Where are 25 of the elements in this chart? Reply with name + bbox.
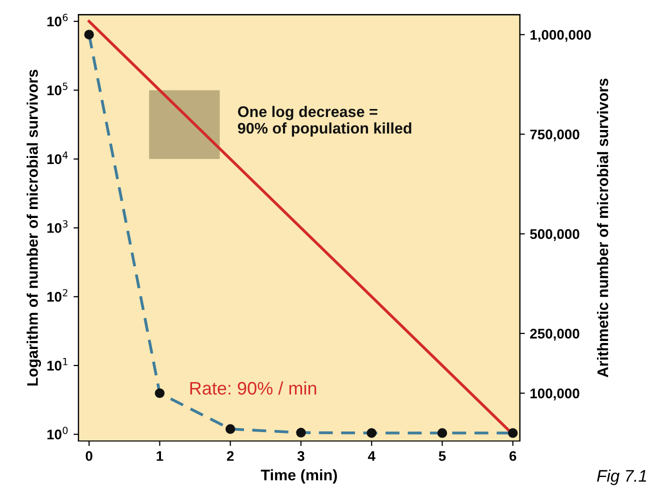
y2-tick-label: 100,000 — [530, 388, 580, 400]
y-tick-label: 10$^{0}$ — [47, 426, 68, 440]
y-tick-label: 10$^{2}$ — [47, 289, 68, 302]
y-tick-label: 10$^{1}$ — [47, 358, 68, 371]
x-tick-label: 1 — [156, 451, 164, 461]
y-tick-label: 10$^{4}$ — [47, 152, 68, 164]
x-tick-label: 6 — [510, 451, 516, 461]
y-tick-label: 10$^{3}$ — [47, 220, 68, 233]
y2-tick-label: 250,000 — [530, 328, 580, 341]
x-axis-title: Time (min) — [260, 469, 337, 484]
annotation: One log decrease = 90% of population killed — [238, 106, 412, 137]
y2-tick-label: 750,000 — [530, 130, 580, 142]
annotation: Rate: 90% / min — [190, 381, 316, 395]
caption: Fig 7.1 — [597, 470, 646, 486]
y2-axis-title: Arithmetic number of microbial survivors — [596, 78, 608, 378]
y-tick-label: 10$^{6}$ — [47, 14, 68, 26]
y2-tick-label: 500,000 — [530, 229, 580, 242]
x-tick-label: 2 — [226, 451, 234, 461]
x-tick-label: 4 — [368, 451, 376, 461]
x-tick-label: 3 — [297, 451, 304, 461]
y-axis-title: Logarithm of number of microbial survivors — [26, 70, 41, 386]
y2-tick-label: 1,000,000 — [530, 30, 591, 42]
x-tick-label: 0 — [86, 451, 92, 461]
x-tick-label: 5 — [438, 451, 446, 461]
y-tick-label: 10$^{5}$ — [47, 82, 68, 96]
